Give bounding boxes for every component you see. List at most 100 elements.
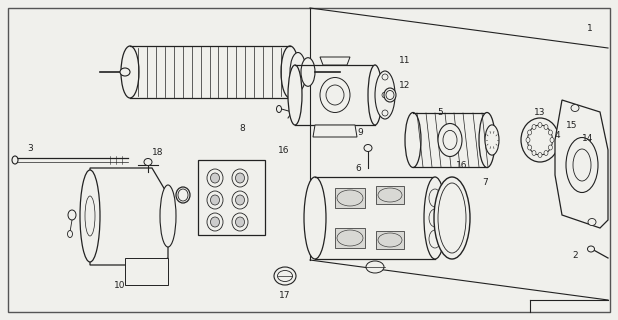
Ellipse shape xyxy=(235,217,245,227)
Ellipse shape xyxy=(560,137,580,159)
Polygon shape xyxy=(198,160,265,235)
Ellipse shape xyxy=(290,52,306,92)
Text: 7: 7 xyxy=(482,178,488,187)
Ellipse shape xyxy=(479,113,495,167)
Ellipse shape xyxy=(366,261,384,273)
Ellipse shape xyxy=(485,125,499,155)
Polygon shape xyxy=(8,8,610,312)
Text: 5: 5 xyxy=(437,108,443,116)
Ellipse shape xyxy=(211,173,219,183)
Ellipse shape xyxy=(277,270,292,282)
Text: 9: 9 xyxy=(357,127,363,137)
Ellipse shape xyxy=(211,195,219,205)
Polygon shape xyxy=(125,258,168,285)
Ellipse shape xyxy=(544,150,548,156)
Ellipse shape xyxy=(434,177,470,259)
Ellipse shape xyxy=(382,74,388,80)
Ellipse shape xyxy=(207,169,223,187)
Ellipse shape xyxy=(424,177,446,259)
Ellipse shape xyxy=(160,185,176,247)
Text: 4: 4 xyxy=(554,131,560,140)
Text: 3: 3 xyxy=(27,143,33,153)
Ellipse shape xyxy=(573,149,591,181)
Ellipse shape xyxy=(571,105,579,111)
Ellipse shape xyxy=(364,145,372,151)
Ellipse shape xyxy=(301,58,315,86)
Ellipse shape xyxy=(561,147,564,149)
Ellipse shape xyxy=(120,68,130,76)
Ellipse shape xyxy=(429,189,441,207)
Ellipse shape xyxy=(304,177,326,259)
Polygon shape xyxy=(555,100,608,228)
Polygon shape xyxy=(376,186,404,204)
Ellipse shape xyxy=(405,113,421,167)
Ellipse shape xyxy=(68,210,76,220)
Ellipse shape xyxy=(588,219,596,226)
Ellipse shape xyxy=(144,158,152,165)
Ellipse shape xyxy=(538,153,542,157)
Text: 14: 14 xyxy=(582,133,594,142)
Ellipse shape xyxy=(386,91,394,100)
Ellipse shape xyxy=(232,169,248,187)
Ellipse shape xyxy=(564,154,567,157)
Ellipse shape xyxy=(438,124,462,156)
Ellipse shape xyxy=(232,191,248,209)
Ellipse shape xyxy=(281,46,299,98)
Ellipse shape xyxy=(235,195,245,205)
Ellipse shape xyxy=(548,145,552,150)
Ellipse shape xyxy=(544,124,548,130)
Ellipse shape xyxy=(572,154,575,157)
Ellipse shape xyxy=(326,85,344,105)
Ellipse shape xyxy=(12,156,18,164)
Ellipse shape xyxy=(320,77,350,113)
Ellipse shape xyxy=(588,246,595,252)
Text: 12: 12 xyxy=(399,81,411,90)
Ellipse shape xyxy=(429,230,441,248)
Ellipse shape xyxy=(80,170,100,262)
Ellipse shape xyxy=(232,213,248,231)
Ellipse shape xyxy=(521,118,559,162)
Ellipse shape xyxy=(532,150,536,156)
Ellipse shape xyxy=(443,130,457,150)
Ellipse shape xyxy=(211,217,219,227)
Ellipse shape xyxy=(438,183,466,253)
Ellipse shape xyxy=(375,71,395,119)
Ellipse shape xyxy=(572,139,575,142)
Text: 10: 10 xyxy=(114,281,125,290)
Text: 18: 18 xyxy=(152,148,164,156)
Ellipse shape xyxy=(586,151,594,159)
Text: 17: 17 xyxy=(279,291,290,300)
Ellipse shape xyxy=(121,46,139,98)
Text: 8: 8 xyxy=(239,124,245,132)
Ellipse shape xyxy=(564,139,567,142)
Text: 13: 13 xyxy=(534,108,546,116)
Ellipse shape xyxy=(274,267,296,285)
Ellipse shape xyxy=(368,65,382,125)
Text: 16: 16 xyxy=(278,146,290,155)
Ellipse shape xyxy=(528,125,552,155)
Ellipse shape xyxy=(528,145,531,150)
Ellipse shape xyxy=(207,213,223,231)
Ellipse shape xyxy=(382,110,388,116)
Ellipse shape xyxy=(207,191,223,209)
Polygon shape xyxy=(335,188,365,208)
Text: 1: 1 xyxy=(587,23,593,33)
Ellipse shape xyxy=(548,130,552,135)
Polygon shape xyxy=(313,125,357,137)
Ellipse shape xyxy=(382,92,388,98)
Ellipse shape xyxy=(178,189,188,201)
Polygon shape xyxy=(90,168,168,265)
Text: 15: 15 xyxy=(566,121,578,130)
Ellipse shape xyxy=(526,138,530,142)
Ellipse shape xyxy=(235,173,245,183)
Ellipse shape xyxy=(564,141,576,155)
Polygon shape xyxy=(376,231,404,249)
Ellipse shape xyxy=(528,130,531,135)
Ellipse shape xyxy=(288,65,302,125)
Ellipse shape xyxy=(429,209,441,227)
Ellipse shape xyxy=(384,88,396,102)
Ellipse shape xyxy=(538,123,542,127)
Polygon shape xyxy=(320,57,350,65)
Ellipse shape xyxy=(550,138,554,142)
Ellipse shape xyxy=(577,147,580,149)
